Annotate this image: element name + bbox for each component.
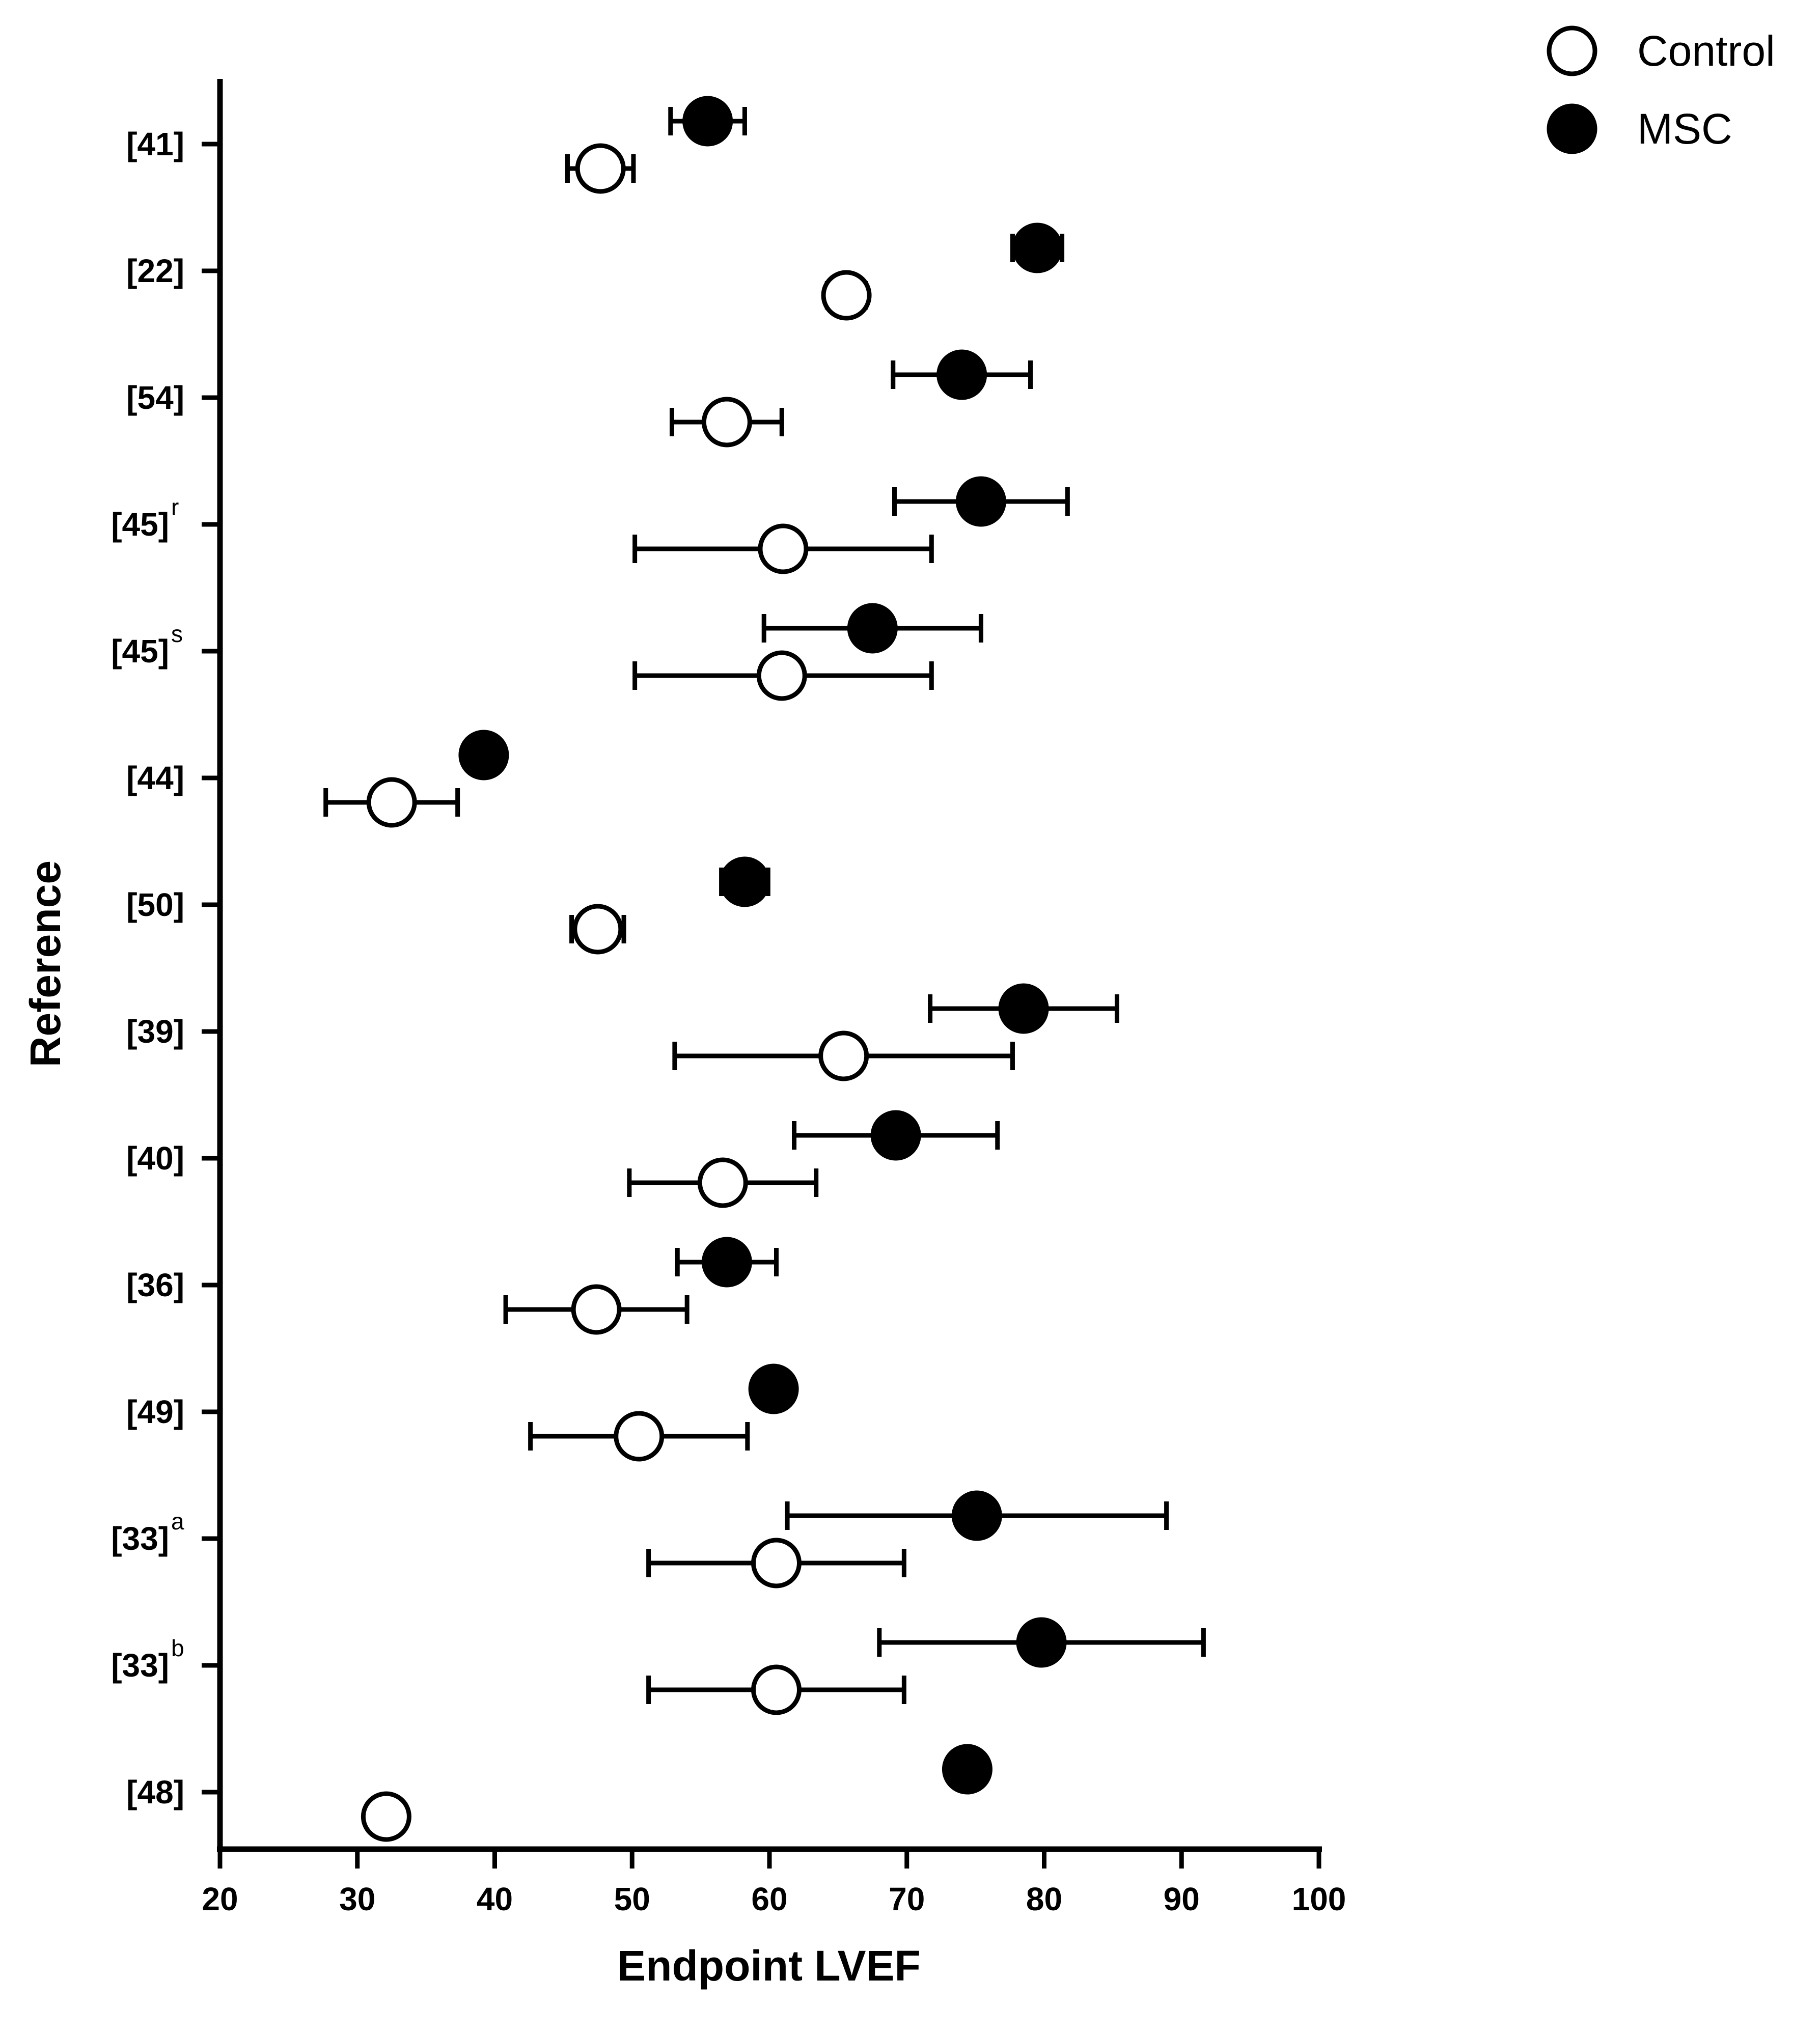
y-tick-label: [36] [126, 1267, 184, 1303]
msc-point [1016, 1617, 1067, 1668]
msc-point [682, 96, 733, 147]
y-tick-label: [33] [111, 1647, 169, 1684]
x-axis-ticks: 20 30 40 50 60 70 80 90 100 [202, 1849, 1346, 1917]
data-points [361, 96, 1067, 1842]
x-tick-label: 50 [614, 1881, 650, 1917]
y-tick-label: [39] [126, 1013, 184, 1050]
control-point [701, 397, 752, 448]
y-tick-label: [50] [126, 886, 184, 923]
msc-point [847, 603, 898, 654]
msc-point [701, 1237, 752, 1288]
msc-point [998, 983, 1049, 1034]
x-tick-label: 20 [202, 1881, 238, 1917]
y-tick-label: [44] [126, 760, 184, 796]
y-tick-label: [41] [126, 126, 184, 162]
control-point [571, 1284, 622, 1335]
x-tick-label: 90 [1164, 1881, 1200, 1917]
control-point [758, 523, 809, 574]
msc-point [748, 1363, 799, 1414]
control-point [751, 1538, 802, 1588]
y-tick-superscript: r [171, 494, 179, 520]
x-axis-title: Endpoint LVEF [617, 1942, 921, 1990]
legend: Control MSC [1547, 25, 1775, 154]
y-tick-label: [54] [126, 379, 184, 416]
msc-point [1012, 222, 1063, 273]
msc-point [458, 730, 509, 780]
y-tick-label: [45] [111, 506, 169, 543]
control-point [614, 1411, 665, 1462]
x-tick-label: 40 [477, 1881, 513, 1917]
x-tick-label: 60 [751, 1881, 787, 1917]
msc-point [936, 349, 987, 400]
control-point [756, 650, 807, 701]
x-tick-label: 70 [889, 1881, 925, 1917]
msc-point [942, 1744, 992, 1795]
y-tick-superscript: b [171, 1635, 184, 1661]
y-tick-label: [40] [126, 1140, 184, 1177]
control-point [751, 1664, 802, 1715]
x-tick-label: 30 [339, 1881, 375, 1917]
y-axis-title: Reference [21, 860, 69, 1067]
msc-point [870, 1110, 921, 1161]
control-point [821, 270, 872, 321]
y-tick-superscript: a [171, 1508, 184, 1535]
y-tick-label: [48] [126, 1774, 184, 1810]
y-tick-label: [45] [111, 633, 169, 670]
y-tick-label: [49] [126, 1393, 184, 1430]
y-tick-label: [33] [111, 1520, 169, 1557]
x-tick-label: 80 [1026, 1881, 1062, 1917]
msc-point [951, 1490, 1002, 1541]
y-tick-superscript: s [171, 621, 183, 647]
control-point [575, 143, 626, 194]
legend-msc-label: MSC [1637, 105, 1732, 153]
legend-control-label: Control [1637, 27, 1775, 75]
control-point [366, 777, 417, 828]
control-point [697, 1157, 748, 1208]
msc-point [955, 476, 1006, 527]
legend-control-marker [1547, 25, 1597, 76]
control-point [572, 904, 623, 955]
control-point [818, 1030, 869, 1081]
control-point [361, 1791, 411, 1842]
legend-msc-marker [1547, 103, 1597, 154]
y-axis-ticks: [41][22][54][45] r[45] s[44][50][39][40][3… [111, 126, 220, 1810]
msc-point [719, 856, 770, 907]
x-tick-label: 100 [1292, 1881, 1346, 1917]
y-tick-label: [22] [126, 253, 184, 289]
